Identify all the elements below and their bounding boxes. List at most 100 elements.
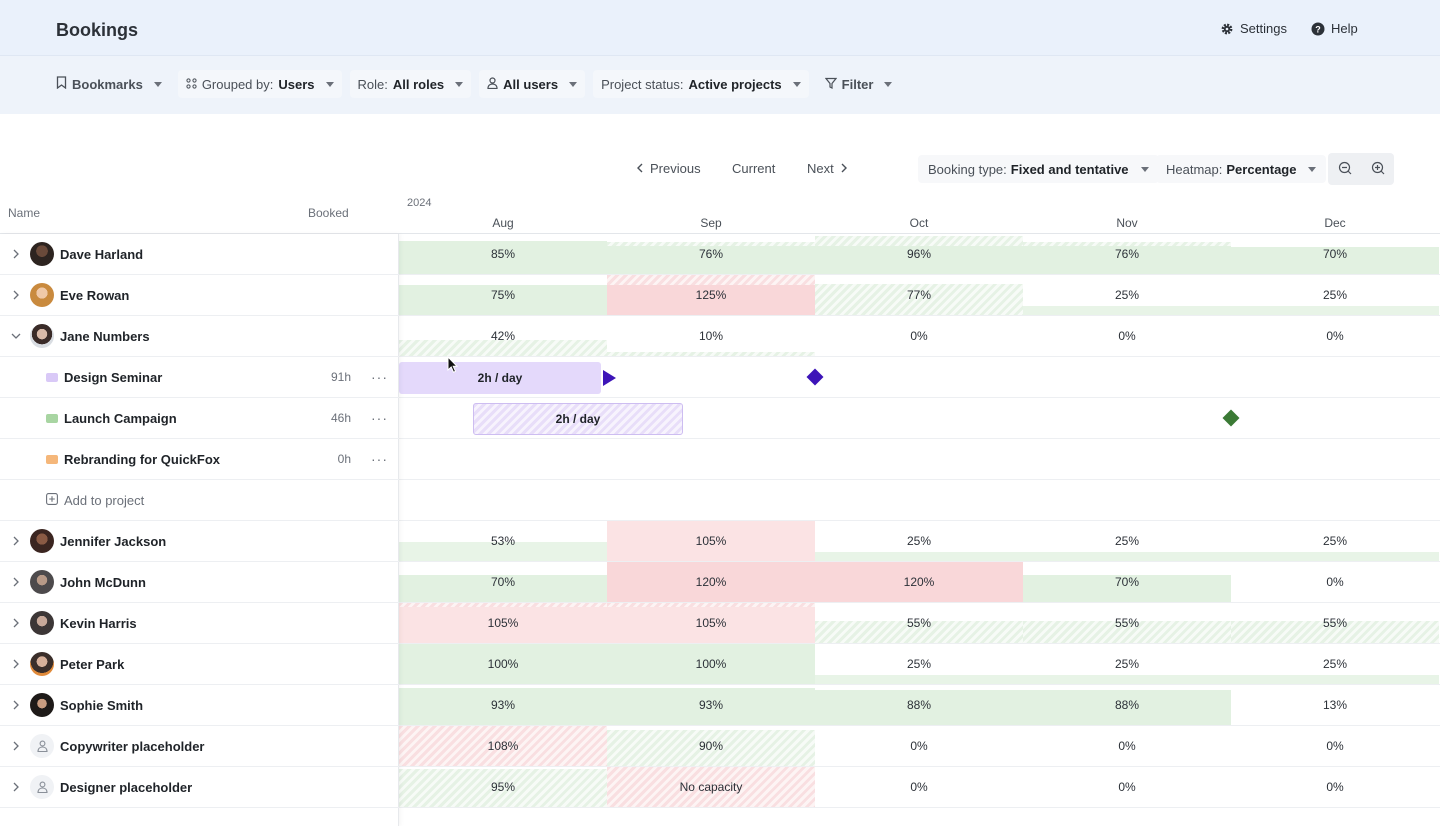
chevron-right-icon[interactable] xyxy=(10,576,22,588)
heatmap-cell[interactable]: 55% xyxy=(815,603,1023,643)
heatmap-cell[interactable]: 120% xyxy=(815,562,1023,602)
chevron-right-icon[interactable] xyxy=(10,699,22,711)
heatmap-cell[interactable]: 0% xyxy=(1326,575,1344,589)
person-row-jennifer[interactable]: Jennifer Jackson xyxy=(0,521,399,562)
heatmap-cell[interactable]: 105% xyxy=(399,603,607,643)
heatmap-cell[interactable]: 70% xyxy=(1231,234,1439,274)
heatmap-cell[interactable]: 0% xyxy=(1118,780,1136,794)
heatmap-cell[interactable]: 13% xyxy=(1322,698,1348,712)
person-row-dave[interactable]: Dave Harland xyxy=(0,234,399,275)
heatmap-cell[interactable]: 76% xyxy=(607,234,815,274)
previous-button[interactable]: Previous xyxy=(636,161,701,176)
role-prefix: Role: xyxy=(357,76,388,92)
chevron-right-icon[interactable] xyxy=(10,289,22,301)
heatmap-cell[interactable]: 0% xyxy=(1326,329,1344,343)
person-row-sophie[interactable]: Sophie Smith xyxy=(0,685,399,726)
chevron-down-icon[interactable] xyxy=(10,330,22,342)
heatmap-dropdown[interactable]: Heatmap: Percentage xyxy=(1156,155,1327,183)
heatmap-cell[interactable]: 77% xyxy=(815,275,1023,315)
more-options-icon[interactable]: ··· xyxy=(371,369,388,385)
heatmap-cell[interactable]: 0% xyxy=(1326,780,1344,794)
chevron-right-icon[interactable] xyxy=(10,535,22,547)
heatmap-cell[interactable]: 10% xyxy=(607,316,815,356)
heatmap-cell[interactable]: 25% xyxy=(1231,644,1439,684)
heatmap-cell[interactable]: 93% xyxy=(399,685,607,725)
heatmap-cell[interactable]: 96% xyxy=(815,234,1023,274)
settings-link[interactable]: Settings xyxy=(1220,21,1287,36)
heatmap-cell[interactable]: 85% xyxy=(399,234,607,274)
heatmap-cell[interactable]: 0% xyxy=(1326,739,1344,753)
person-row-john[interactable]: John McDunn xyxy=(0,562,399,603)
current-button[interactable]: Current xyxy=(732,161,775,176)
heatmap-cell[interactable]: 25% xyxy=(1231,521,1439,561)
add-to-project-button[interactable]: Add to project xyxy=(46,493,144,508)
next-button[interactable]: Next xyxy=(807,161,848,176)
heatmap-cell[interactable]: 100% xyxy=(399,644,607,684)
chevron-right-icon[interactable] xyxy=(10,740,22,752)
placeholder-user-icon xyxy=(30,734,54,758)
chevron-right-icon[interactable] xyxy=(10,617,22,629)
heatmap-cell[interactable]: 53% xyxy=(399,521,607,561)
heatmap-cell[interactable]: 95% xyxy=(399,767,607,807)
heatmap-cell[interactable]: 125% xyxy=(607,275,815,315)
heatmap-cell[interactable]: 0% xyxy=(1118,739,1136,753)
more-options-icon[interactable]: ··· xyxy=(371,451,388,467)
chevron-right-icon[interactable] xyxy=(10,658,22,670)
heatmap-cell[interactable]: 88% xyxy=(815,685,1023,725)
booking-type-dropdown[interactable]: Booking type: Fixed and tentative xyxy=(918,155,1159,183)
chevron-right-icon[interactable] xyxy=(10,248,22,260)
heatmap-cell[interactable]: 108% xyxy=(399,726,607,766)
person-row-copywriter-placeholder[interactable]: Copywriter placeholder xyxy=(0,726,399,767)
person-row-jane[interactable]: Jane Numbers xyxy=(0,316,399,357)
heatmap-cell[interactable]: 42% xyxy=(399,316,607,356)
zoom-out-button[interactable] xyxy=(1335,159,1355,179)
heatmap-cell[interactable]: No capacity xyxy=(607,767,815,807)
heatmap-cell[interactable]: 0% xyxy=(910,780,928,794)
heatmap-cell[interactable]: 55% xyxy=(1231,603,1439,643)
heatmap-cell[interactable]: 0% xyxy=(910,329,928,343)
users-dropdown[interactable]: All users xyxy=(479,70,586,98)
heatmap-cell[interactable]: 76% xyxy=(1023,234,1231,274)
heatmap-cell[interactable]: 88% xyxy=(1023,685,1231,725)
heatmap-cell[interactable]: 120% xyxy=(607,562,815,602)
heatmap-cell[interactable]: 55% xyxy=(1023,603,1231,643)
heatmap-cell[interactable]: 70% xyxy=(1023,562,1231,602)
heatmap-cell[interactable]: 70% xyxy=(399,562,607,602)
person-row-peter[interactable]: Peter Park xyxy=(0,644,399,685)
project-row-launch-campaign[interactable]: Launch Campaign 46h ··· xyxy=(0,398,399,439)
heatmap-cell[interactable]: 25% xyxy=(815,644,1023,684)
column-header-booked[interactable]: Booked xyxy=(308,206,349,220)
help-link[interactable]: ? Help xyxy=(1311,21,1358,36)
booking-bar-launch-campaign[interactable]: 2h / day xyxy=(473,403,683,435)
heatmap-cell[interactable]: 25% xyxy=(815,521,1023,561)
zoom-in-button[interactable] xyxy=(1368,159,1388,179)
heatmap-cell[interactable]: 0% xyxy=(1118,329,1136,343)
heatmap-cell[interactable]: 100% xyxy=(607,644,815,684)
heatmap-cell[interactable]: 105% xyxy=(607,603,815,643)
heatmap-cell[interactable]: 93% xyxy=(607,685,815,725)
person-row-eve[interactable]: Eve Rowan xyxy=(0,275,399,316)
grouped-by-dropdown[interactable]: Grouped by: Users xyxy=(177,70,342,98)
heatmap-cell[interactable]: 25% xyxy=(1023,521,1231,561)
filter-dropdown[interactable]: Filter xyxy=(817,70,901,98)
header-top-bar xyxy=(0,0,1440,56)
person-row-designer-placeholder[interactable]: Designer placeholder xyxy=(0,767,399,808)
booking-bar-design-seminar[interactable]: 2h / day xyxy=(399,362,601,394)
project-row-rebranding[interactable]: Rebranding for QuickFox 0h ··· xyxy=(0,439,399,480)
column-header-name[interactable]: Name xyxy=(8,206,41,220)
project-status-dropdown[interactable]: Project status: Active projects xyxy=(593,70,809,98)
person-row-kevin[interactable]: Kevin Harris xyxy=(0,603,399,644)
heatmap-cell[interactable]: 75% xyxy=(399,275,607,315)
heatmap-cell[interactable]: 0% xyxy=(910,739,928,753)
heatmap-cell[interactable]: 90% xyxy=(607,726,815,766)
heatmap-cell[interactable]: 25% xyxy=(1231,275,1439,315)
heatmap-cell[interactable]: 25% xyxy=(1023,644,1231,684)
chevron-right-icon[interactable] xyxy=(10,781,22,793)
booking-continues-arrow-icon[interactable] xyxy=(603,370,616,386)
project-row-design-seminar[interactable]: Design Seminar 91h ··· xyxy=(0,357,399,398)
heatmap-cell[interactable]: 105% xyxy=(607,521,815,561)
bookmarks-dropdown[interactable]: Bookmarks xyxy=(48,70,170,98)
role-dropdown[interactable]: Role: All roles xyxy=(349,70,472,98)
more-options-icon[interactable]: ··· xyxy=(371,410,388,426)
heatmap-cell[interactable]: 25% xyxy=(1023,275,1231,315)
